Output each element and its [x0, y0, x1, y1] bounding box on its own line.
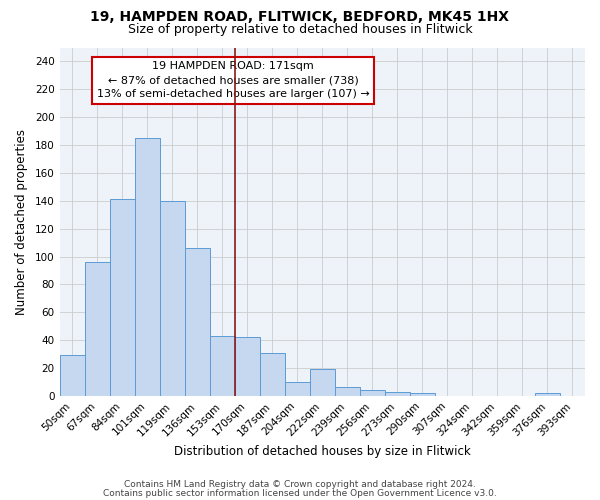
Bar: [160, 201, 185, 396]
Text: 19 HAMPDEN ROAD: 171sqm
← 87% of detached houses are smaller (738)
13% of semi-d: 19 HAMPDEN ROAD: 171sqm ← 87% of detache…: [97, 62, 370, 100]
Bar: [260, 352, 285, 396]
Bar: [310, 370, 335, 396]
Bar: [134, 138, 160, 396]
Bar: [110, 200, 134, 396]
Bar: [385, 392, 410, 396]
Bar: [59, 356, 85, 396]
Bar: [410, 393, 435, 396]
Text: Size of property relative to detached houses in Flitwick: Size of property relative to detached ho…: [128, 22, 472, 36]
Bar: [335, 388, 360, 396]
Y-axis label: Number of detached properties: Number of detached properties: [15, 128, 28, 314]
Bar: [209, 336, 235, 396]
Text: 19, HAMPDEN ROAD, FLITWICK, BEDFORD, MK45 1HX: 19, HAMPDEN ROAD, FLITWICK, BEDFORD, MK4…: [91, 10, 509, 24]
Bar: [285, 382, 310, 396]
Text: Contains public sector information licensed under the Open Government Licence v3: Contains public sector information licen…: [103, 488, 497, 498]
Bar: [85, 262, 110, 396]
Bar: [235, 338, 260, 396]
Text: Contains HM Land Registry data © Crown copyright and database right 2024.: Contains HM Land Registry data © Crown c…: [124, 480, 476, 489]
X-axis label: Distribution of detached houses by size in Flitwick: Distribution of detached houses by size …: [174, 444, 470, 458]
Bar: [360, 390, 385, 396]
Bar: [185, 248, 209, 396]
Bar: [535, 393, 560, 396]
